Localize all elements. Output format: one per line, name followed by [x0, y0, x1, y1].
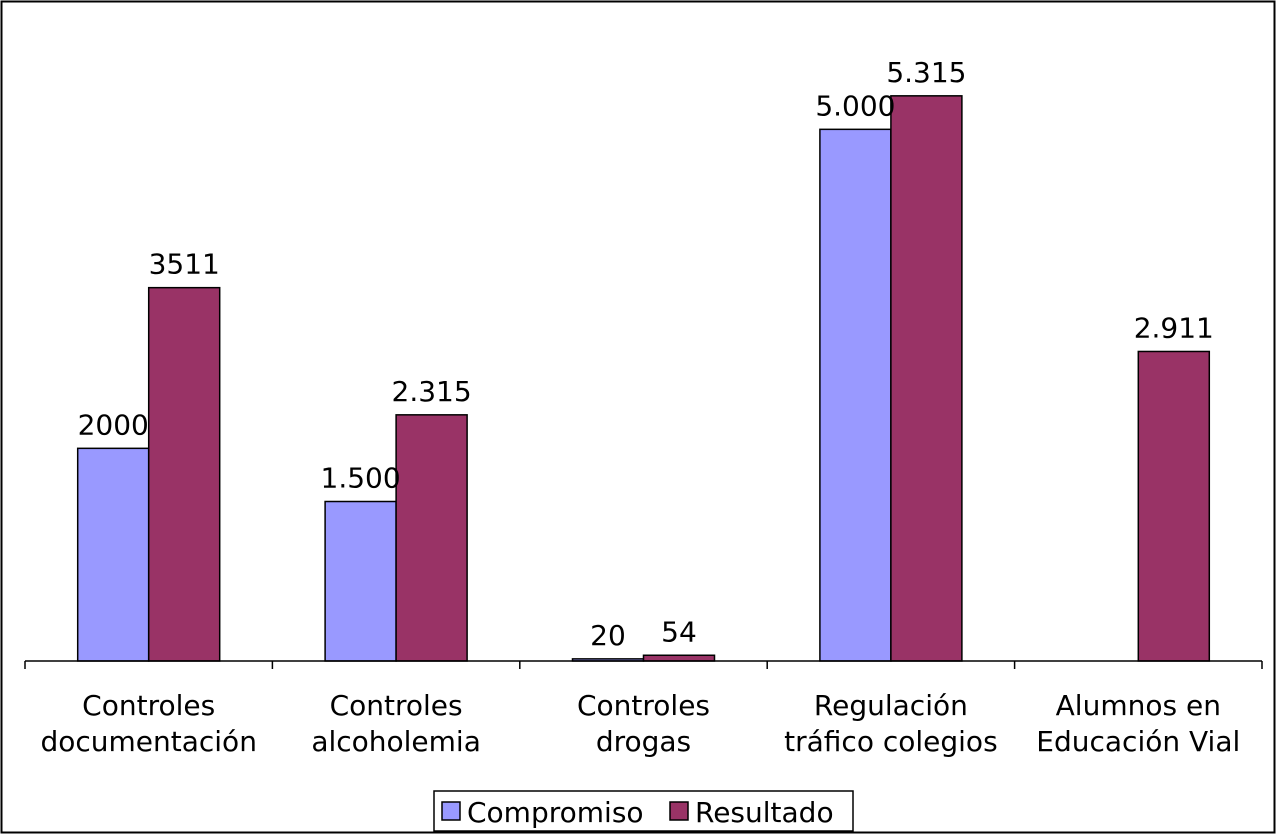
category-label-1: Controles alcoholemia: [311, 689, 481, 758]
data-label-compromiso-2: 20: [590, 619, 626, 652]
category-label-2: Controles drogas: [577, 689, 710, 758]
category-label-0: Controles documentación: [40, 689, 256, 758]
bar-compromiso-3: [819, 128, 892, 662]
bar-resultado-1: [395, 414, 468, 662]
bars-layer: [76, 95, 1211, 662]
data-label-resultado-1: 2.315: [392, 375, 472, 408]
data-label-resultado-2: 54: [661, 615, 697, 648]
legend-label-resultado: Resultado: [695, 796, 834, 829]
data-label-compromiso-3: 5.000: [815, 89, 895, 122]
data-label-compromiso-0: 2000: [78, 408, 149, 441]
bar-resultado-0: [147, 286, 221, 662]
bar-compromiso-0: [76, 447, 150, 662]
legend-swatch-compromiso: [441, 801, 461, 821]
category-label-4: Alumnos en Educación Vial: [1036, 689, 1240, 758]
legend-box: [433, 790, 854, 832]
legend-label-compromiso: Compromiso: [467, 796, 644, 829]
bar-resultado-4: [1137, 350, 1211, 662]
bar-resultado-3: [890, 95, 963, 662]
bar-compromiso-1: [324, 500, 397, 662]
x-axis-ticks: [24, 661, 1263, 669]
category-label-3: Regulación tráfico colegios: [784, 689, 998, 758]
data-label-resultado-3: 5.315: [886, 56, 966, 89]
category-labels: Controles documentación Controles alcoholem…: [40, 689, 1240, 758]
data-label-compromiso-1: 1.500: [321, 462, 401, 495]
bar-resultado-2: [642, 654, 716, 662]
legend-swatch-resultado: [669, 801, 689, 821]
legend: Compromiso Resultado: [433, 790, 854, 832]
data-label-resultado-4: 2.911: [1134, 311, 1214, 344]
data-label-resultado-0: 3511: [149, 248, 220, 281]
